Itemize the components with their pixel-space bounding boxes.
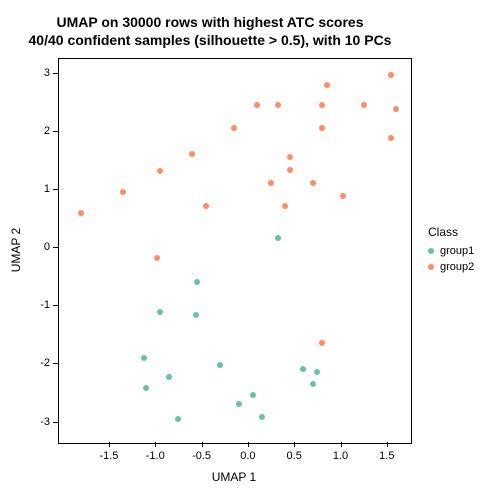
- legend-swatch: [428, 264, 434, 270]
- data-point: [203, 203, 209, 209]
- x-tick-label: -0.5: [192, 450, 211, 462]
- x-tick-label: 0.0: [240, 450, 255, 462]
- y-tick: [53, 363, 58, 364]
- legend-item: group1: [428, 245, 474, 257]
- x-tick: [202, 442, 203, 447]
- y-tick: [53, 189, 58, 190]
- data-point: [231, 125, 237, 131]
- data-point: [319, 340, 325, 346]
- x-tick: [294, 442, 295, 447]
- data-point: [141, 355, 147, 361]
- data-point: [236, 401, 242, 407]
- data-point: [217, 362, 223, 368]
- x-tick-label: -1.5: [99, 450, 118, 462]
- x-axis-label: UMAP 1: [212, 470, 256, 484]
- x-tick-label: -1.0: [146, 450, 165, 462]
- data-point: [154, 255, 160, 261]
- y-tick: [53, 305, 58, 306]
- data-point: [157, 309, 163, 315]
- data-point: [275, 235, 281, 241]
- legend-label: group2: [440, 261, 474, 273]
- data-point: [340, 193, 346, 199]
- data-point: [388, 135, 394, 141]
- data-point: [324, 82, 330, 88]
- legend: Class group1 group2: [428, 225, 474, 277]
- y-tick-label: 0: [30, 241, 50, 253]
- data-point: [193, 312, 199, 318]
- data-point: [287, 167, 293, 173]
- data-point: [250, 392, 256, 398]
- y-tick: [53, 131, 58, 132]
- x-tick-label: 1.0: [333, 450, 348, 462]
- legend-swatch: [428, 248, 434, 254]
- data-point: [282, 203, 288, 209]
- data-point: [175, 416, 181, 422]
- data-point: [275, 102, 281, 108]
- data-point: [319, 125, 325, 131]
- x-tick-label: 0.5: [287, 450, 302, 462]
- chart-container: UMAP on 30000 rows with highest ATC scor…: [0, 0, 504, 504]
- data-point: [388, 72, 394, 78]
- data-point: [120, 189, 126, 195]
- legend-title: Class: [428, 225, 474, 239]
- x-tick-label: 1.5: [379, 450, 394, 462]
- x-tick: [341, 442, 342, 447]
- data-point: [268, 180, 274, 186]
- data-point: [194, 279, 200, 285]
- y-tick-label: 3: [30, 67, 50, 79]
- plot-panel: [58, 58, 412, 444]
- x-tick: [109, 442, 110, 447]
- data-point: [310, 180, 316, 186]
- data-point: [361, 102, 367, 108]
- data-point: [166, 374, 172, 380]
- data-point: [314, 369, 320, 375]
- data-point: [189, 151, 195, 157]
- y-tick-label: -2: [30, 357, 50, 369]
- chart-title-line1: UMAP on 30000 rows with highest ATC scor…: [0, 14, 420, 30]
- y-axis-label: UMAP 2: [9, 228, 23, 272]
- data-point: [78, 210, 84, 216]
- chart-title-line2: 40/40 confident samples (silhouette > 0.…: [0, 32, 420, 48]
- data-point: [259, 414, 265, 420]
- data-point: [310, 381, 316, 387]
- y-tick: [53, 247, 58, 248]
- legend-item: group2: [428, 261, 474, 273]
- data-point: [143, 385, 149, 391]
- x-tick: [155, 442, 156, 447]
- y-tick: [53, 73, 58, 74]
- data-point: [300, 366, 306, 372]
- y-tick-label: 1: [30, 183, 50, 195]
- data-point: [287, 154, 293, 160]
- data-point: [319, 102, 325, 108]
- data-point: [157, 168, 163, 174]
- x-tick: [387, 442, 388, 447]
- y-tick-label: -3: [30, 416, 50, 428]
- y-tick: [53, 422, 58, 423]
- data-point: [254, 102, 260, 108]
- data-point: [393, 106, 399, 112]
- y-tick-label: -1: [30, 299, 50, 311]
- legend-label: group1: [440, 245, 474, 257]
- x-tick: [248, 442, 249, 447]
- y-tick-label: 2: [30, 125, 50, 137]
